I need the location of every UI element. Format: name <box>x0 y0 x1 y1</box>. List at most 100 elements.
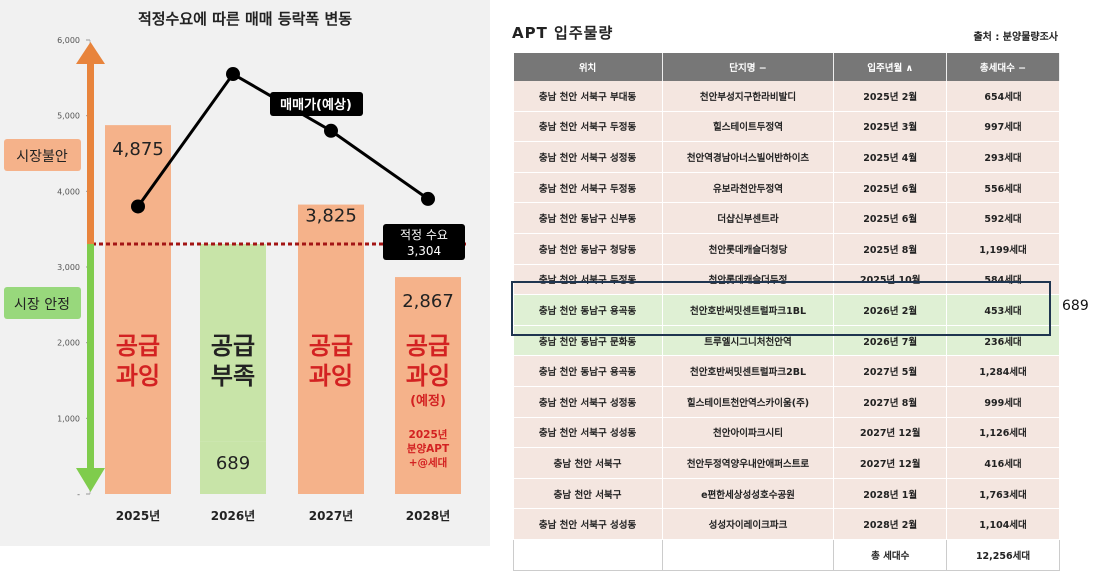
cell-total-units: 997세대 <box>946 111 1060 143</box>
cell-move-in-date: 2025년 10월 <box>833 264 948 296</box>
highlight-total-label: 689 <box>1062 298 1089 314</box>
cell-total-units: 1,284세대 <box>946 355 1060 387</box>
col-header-date[interactable]: 입주년월 ∧ <box>833 53 948 81</box>
cell-total-units: 1,199세대 <box>946 233 1060 265</box>
cell-total-units: 293세대 <box>946 141 1060 173</box>
cell-move-in-date: 2025년 8월 <box>833 233 948 265</box>
table-row: 충남 천안 서북구 천안두정역양우내안애퍼스트로 2027년 12월 416세대 <box>513 447 1060 479</box>
bar-extra-note: 분양APT <box>407 442 450 455</box>
cell-complex-name: 유보라천안두정역 <box>662 172 835 204</box>
cell-total-units: 584세대 <box>946 264 1060 296</box>
cell-complex-name: 천안롯데캐슬더두정 <box>662 264 835 296</box>
cell-total-units: 236세대 <box>946 325 1060 357</box>
table-row: 충남 천안 서북구 성정동 힐스테이트천안역스카이움(주) 2027년 8월 999세… <box>513 386 1060 418</box>
cell-location: 충남 천안 동남구 문화동 <box>513 325 663 357</box>
total-label: 총 세대수 <box>833 539 948 571</box>
cell-location: 충남 천안 동남구 청당동 <box>513 233 663 265</box>
table-row: 충남 천안 동남구 문화동 트루엘시그니처천안역 2026년 7월 236세대 <box>513 325 1060 357</box>
bar-extra-note: 2025년 <box>409 428 448 441</box>
bar-2028년 <box>395 277 461 494</box>
price-point <box>131 199 145 214</box>
col-header-units[interactable]: 총세대수 − <box>946 53 1060 81</box>
x-tick-label: 2027년 <box>309 509 353 523</box>
bar-annotation: 과잉 <box>309 362 353 390</box>
apt-table: 위치 단지명 − 입주년월 ∧ 총세대수 − 충남 천안 서북구 부대동 천안부성… <box>513 53 1060 571</box>
cell-location: 충남 천안 서북구 두정동 <box>513 264 663 296</box>
cell-complex-name: 천안부성지구한라비발디 <box>662 81 835 112</box>
reference-label: 적정 수요 <box>400 228 448 242</box>
y-tick-label: - <box>77 490 80 499</box>
cell-move-in-date: 2025년 6월 <box>833 202 948 234</box>
cell-total-units: 556세대 <box>946 172 1060 204</box>
table-row: 충남 천안 서북구 성성동 천안아이파크시티 2027년 12월 1,126세대 <box>513 417 1060 449</box>
y-tick-label: 2,000 <box>57 339 80 348</box>
x-tick-label: 2025년 <box>116 509 160 523</box>
cell-location: 충남 천안 서북구 성정동 <box>513 386 663 418</box>
price-point <box>421 191 435 206</box>
bar-note: (예정) <box>410 393 446 409</box>
cell-move-in-date: 2027년 5월 <box>833 355 948 387</box>
stable-label-box <box>4 287 81 319</box>
col-header-name[interactable]: 단지명 − <box>662 53 835 81</box>
table-row: 충남 천안 서북구 성정동 천안역경남아너스빌어반하이츠 2025년 4월 293세대 <box>513 141 1060 173</box>
cell-total-units: 999세대 <box>946 386 1060 418</box>
cell-move-in-date: 2025년 4월 <box>833 141 948 173</box>
bar-annotation: 공급 <box>406 332 450 360</box>
table-title: APT 입주물량 <box>512 24 614 42</box>
cell-move-in-date: 2026년 7월 <box>833 325 948 357</box>
chart-svg: 6,000 5,000 4,000 3,000 2,000 1,000 - 4,875 689 3… <box>4 36 466 523</box>
table-row: 충남 천안 동남구 신부동 더샵신부센트라 2025년 6월 592세대 <box>513 202 1060 234</box>
cell-complex-name: 더샵신부센트라 <box>662 202 835 234</box>
y-tick-label: 4,000 <box>57 187 80 196</box>
y-tick-label: 5,000 <box>57 112 80 121</box>
arrow-up-head <box>76 42 105 64</box>
arrow-down-head <box>76 468 105 492</box>
bar-annotation: 과잉 <box>116 362 160 390</box>
cell-location: 충남 천안 서북구 <box>513 478 663 510</box>
price-point <box>226 67 240 82</box>
bar-value-label: 4,875 <box>112 139 164 160</box>
cell-complex-name: 성성자이레이크파크 <box>662 508 835 540</box>
table-header-row: 위치 단지명 − 입주년월 ∧ 총세대수 − <box>513 53 1060 81</box>
cell-move-in-date: 2026년 2월 <box>833 294 948 326</box>
cell-complex-name: 힐스테이트두정역 <box>662 111 835 143</box>
table-body: 충남 천안 서북구 부대동 천안부성지구한라비발디 2025년 2월 654세대 충남 … <box>513 81 1060 571</box>
bar-annotation: 공급 <box>116 332 160 360</box>
bar-2025년 <box>105 125 171 494</box>
cell-complex-name: 트루엘시그니처천안역 <box>662 325 835 357</box>
table-row: 충남 천안 동남구 용곡동 천안호반써밋센트럴파크1BL 2026년 2월 453세대 <box>513 294 1060 326</box>
table-row: 충남 천안 서북구 부대동 천안부성지구한라비발디 2025년 2월 654세대 <box>513 81 1060 112</box>
col-header-location[interactable]: 위치 <box>513 53 663 81</box>
cell-location: 충남 천안 동남구 용곡동 <box>513 355 663 387</box>
cell-move-in-date: 2027년 8월 <box>833 386 948 418</box>
unstable-label: 시장불안 <box>16 149 68 165</box>
bar-value-label: 3,825 <box>305 206 357 227</box>
bar-annotation: 공급 <box>211 332 255 360</box>
table-row: 충남 천안 서북구 성성동 성성자이레이크파크 2028년 2월 1,104세대 <box>513 508 1060 540</box>
table-row: 충남 천안 서북구 두정동 힐스테이트두정역 2025년 3월 997세대 <box>513 111 1060 143</box>
price-point <box>324 123 338 138</box>
cell-location: 충남 천안 서북구 두정동 <box>513 111 663 143</box>
bar-2027년 <box>298 204 364 494</box>
cell-total-units: 654세대 <box>946 81 1060 112</box>
cell-complex-name: 천안아이파크시티 <box>662 417 835 449</box>
cell-move-in-date: 2027년 12월 <box>833 447 948 479</box>
total-empty <box>661 539 835 571</box>
arrow-up-shaft <box>87 62 94 244</box>
cell-location: 충남 천안 서북구 성성동 <box>513 417 663 449</box>
supply-gap-band <box>200 243 266 442</box>
reference-callout-box <box>383 223 465 260</box>
chart-title: 적정수요에 따른 매매 등락폭 변동 <box>137 10 353 28</box>
cell-total-units: 1,763세대 <box>946 478 1060 510</box>
bar-2026년 <box>200 441 266 494</box>
unstable-label-box <box>4 139 81 171</box>
cell-move-in-date: 2025년 2월 <box>833 81 948 112</box>
cell-complex-name: 천안역경남아너스빌어반하이츠 <box>662 141 835 173</box>
table-row: 충남 천안 서북구 e편한세상성성호수공원 2028년 1월 1,763세대 <box>513 478 1060 510</box>
cell-location: 충남 천안 동남구 신부동 <box>513 202 663 234</box>
bar-value-label: 689 <box>216 453 250 474</box>
cell-move-in-date: 2028년 1월 <box>833 478 948 510</box>
x-tick-label: 2028년 <box>406 509 450 523</box>
cell-complex-name: 천안롯데캐슬더청당 <box>662 233 835 265</box>
x-tick-label: 2026년 <box>211 509 255 523</box>
